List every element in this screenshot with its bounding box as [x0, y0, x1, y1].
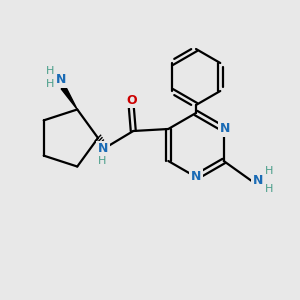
- Text: H: H: [46, 67, 55, 76]
- Text: N: N: [253, 173, 263, 187]
- Text: N: N: [98, 142, 109, 155]
- Text: N: N: [220, 122, 230, 136]
- Text: H: H: [265, 184, 273, 194]
- Text: H: H: [98, 156, 106, 166]
- Text: H: H: [265, 166, 273, 176]
- Text: N: N: [191, 170, 201, 184]
- Polygon shape: [61, 86, 77, 110]
- Text: N: N: [56, 73, 67, 86]
- Text: O: O: [126, 94, 136, 106]
- Text: H: H: [46, 80, 55, 89]
